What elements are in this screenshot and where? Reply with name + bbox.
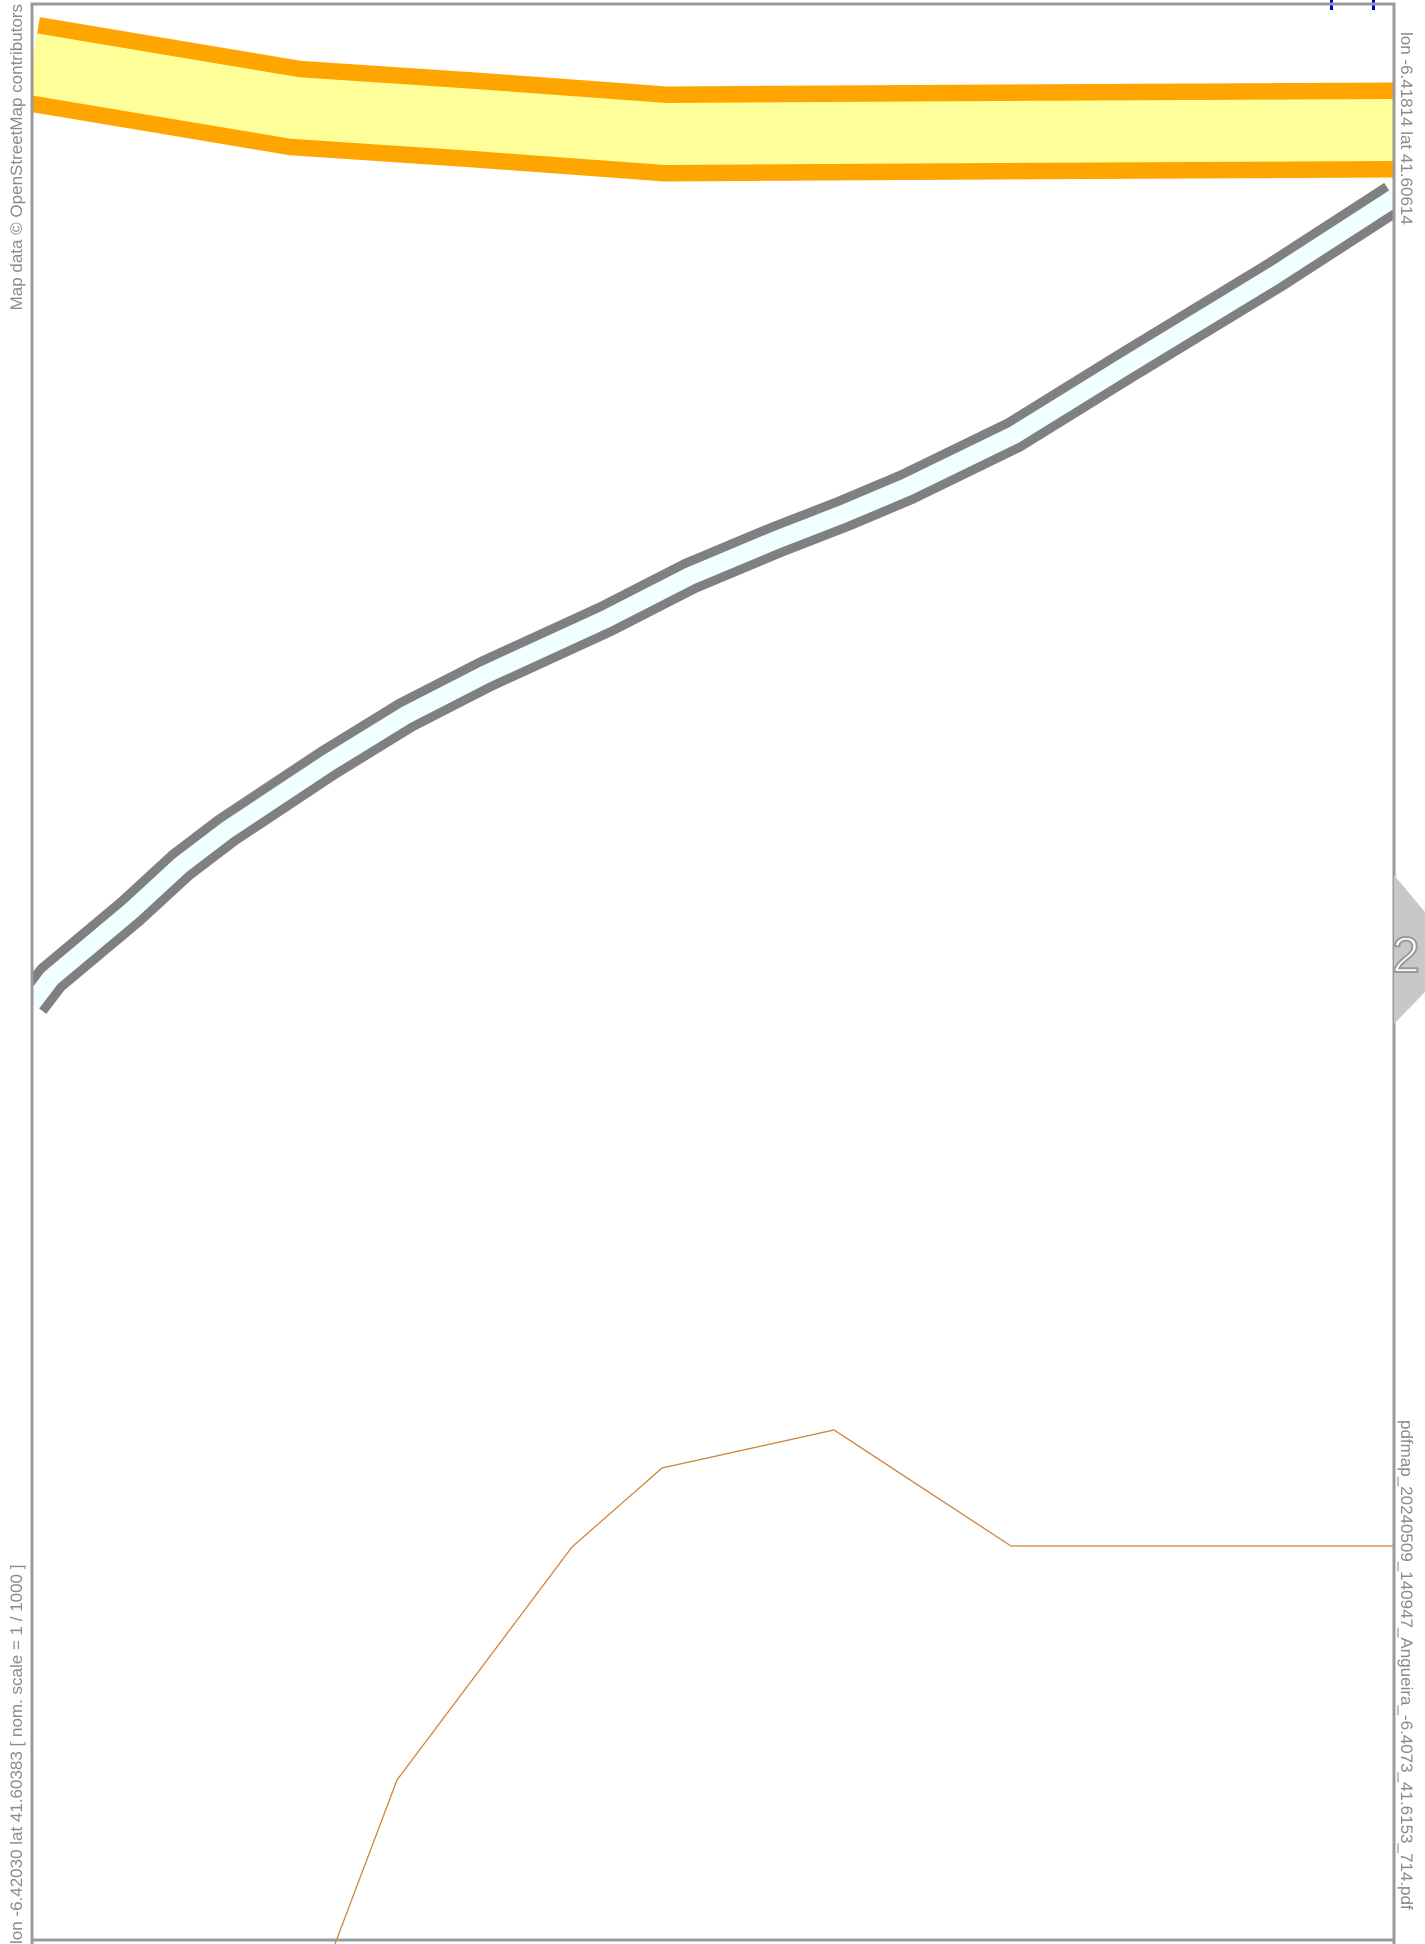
margin-left <box>0 0 31 1944</box>
primary-road-fill <box>26 33 1395 165</box>
page-tab-right[interactable] <box>1394 875 1425 1024</box>
page-tab-top-glyph <box>643 0 750 8</box>
page-tab-right-number: 2 <box>1392 927 1420 983</box>
waterway-fill <box>24 190 1399 1009</box>
map-filename: pdfmap_20240509_140947_Angueira_-6.4073_… <box>1397 1420 1416 1910</box>
margin-right <box>1395 0 1425 875</box>
corner-sw-coordinates: lon -6.42030 lat 41.60383 [ nom. scale =… <box>7 1565 26 1944</box>
margin-right-lower <box>1395 1024 1425 1944</box>
attribution-text: Map data © OpenStreetMap contributors <box>7 4 26 310</box>
corner-ne-coordinates: lon -6.41814 lat 41.60614 <box>1397 32 1416 225</box>
boundary-line <box>334 1429 1394 1944</box>
map-frame <box>30 2 1396 1942</box>
